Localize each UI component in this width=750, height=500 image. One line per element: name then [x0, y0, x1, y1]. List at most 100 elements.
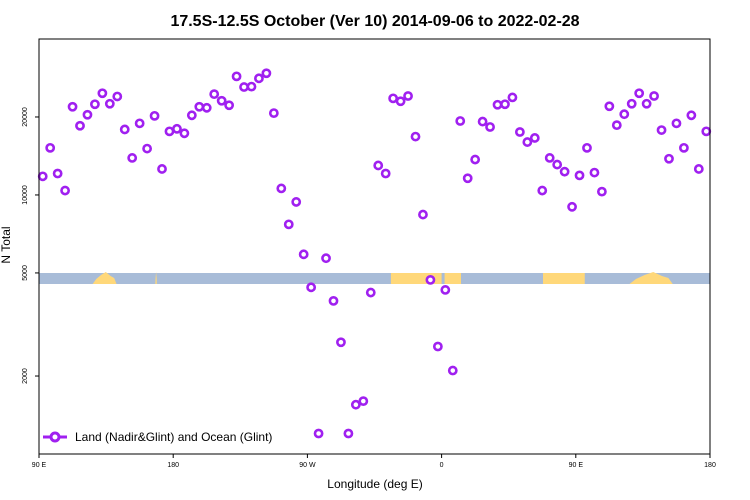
data-point — [201, 102, 212, 113]
data-point — [649, 91, 659, 101]
data-point — [500, 99, 510, 110]
data-point — [529, 133, 540, 143]
data-point — [373, 160, 384, 171]
data-point — [37, 171, 48, 182]
data-point — [67, 101, 78, 112]
data-point — [574, 170, 585, 181]
data-point — [179, 128, 190, 139]
data-point — [470, 154, 481, 165]
data-point — [112, 91, 123, 102]
data-point — [276, 183, 287, 194]
y-tick-label: 10000 — [22, 185, 29, 205]
data-point — [440, 285, 451, 295]
data-point — [313, 428, 324, 439]
data-point — [157, 164, 167, 174]
data-point — [172, 123, 182, 134]
data-point — [358, 396, 369, 407]
data-point — [380, 168, 391, 179]
data-point — [634, 88, 645, 99]
data-point — [552, 159, 563, 170]
data-point — [306, 282, 317, 293]
data-point — [194, 101, 205, 112]
legend: Land (Nadir&Glint) and Ocean (Glint) — [43, 430, 272, 444]
data-point — [514, 127, 525, 137]
data-points — [37, 68, 712, 439]
data-point — [365, 287, 376, 298]
map-land — [444, 273, 461, 284]
data-point — [395, 96, 406, 107]
y-tick-label: 5000 — [22, 265, 29, 281]
data-point — [216, 95, 227, 106]
data-point — [418, 209, 428, 220]
data-point — [582, 142, 592, 153]
x-axis: 90 E 180 90 W 0 90 E 180 — [32, 454, 716, 469]
map-strip — [39, 272, 710, 284]
data-point — [619, 109, 630, 120]
data-point — [567, 201, 577, 212]
data-point — [298, 249, 309, 260]
data-point — [596, 186, 607, 197]
data-point — [328, 295, 339, 306]
data-point — [127, 153, 138, 163]
x-tick-label: 0 — [440, 462, 444, 469]
data-point — [664, 153, 674, 164]
data-point — [186, 110, 197, 121]
data-point — [336, 337, 346, 348]
data-point — [321, 253, 331, 264]
data-point — [254, 73, 264, 84]
data-point — [507, 92, 518, 103]
data-point — [231, 71, 242, 82]
x-tick-label: 90 W — [299, 462, 316, 469]
map-ocean — [39, 273, 710, 284]
data-point — [388, 93, 399, 104]
data-point — [410, 131, 421, 142]
data-point — [522, 137, 533, 147]
data-point — [693, 164, 704, 174]
x-axis-label: Longitude (deg E) — [327, 477, 422, 491]
data-point — [492, 99, 503, 110]
data-point — [149, 110, 160, 121]
map-land — [569, 273, 575, 284]
data-point — [425, 274, 436, 285]
data-point — [268, 108, 279, 119]
map-land — [542, 273, 585, 284]
data-point — [224, 100, 235, 111]
data-point — [686, 110, 697, 121]
x-tick-label: 90 E — [32, 462, 47, 469]
data-point — [134, 118, 145, 129]
y-tick-label: 20000 — [22, 107, 29, 127]
legend-marker — [49, 431, 61, 443]
data-point — [104, 98, 115, 109]
data-point — [90, 99, 100, 110]
data-point — [641, 98, 652, 109]
data-point — [343, 428, 354, 439]
data-point — [611, 120, 622, 131]
data-point — [119, 124, 130, 135]
data-point — [60, 185, 70, 196]
data-point — [283, 219, 294, 230]
data-point — [626, 98, 637, 109]
y-tick-label: 2000 — [22, 368, 29, 384]
data-point — [604, 101, 615, 112]
data-point — [537, 185, 548, 196]
data-point — [164, 126, 175, 137]
legend-label: Land (Nadir&Glint) and Ocean (Glint) — [75, 430, 272, 444]
data-point — [142, 143, 153, 154]
data-point — [432, 341, 443, 352]
data-point — [52, 168, 63, 179]
x-tick-label: 180 — [704, 462, 716, 469]
data-point — [485, 122, 495, 132]
data-point — [209, 89, 220, 100]
plot-frame — [38, 38, 711, 455]
data-point — [679, 142, 689, 153]
data-point — [544, 153, 555, 163]
data-point — [656, 125, 667, 135]
data-point — [589, 167, 600, 178]
data-point — [239, 82, 249, 92]
data-point — [447, 365, 458, 376]
x-tick-label: 90 E — [569, 462, 584, 469]
data-point — [350, 399, 361, 410]
data-point — [671, 118, 682, 129]
data-point — [246, 81, 257, 92]
